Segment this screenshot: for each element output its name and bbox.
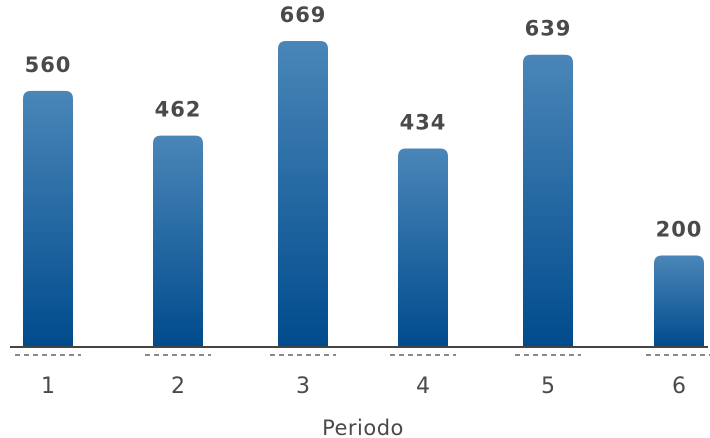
bars-layer <box>23 41 704 347</box>
bar-4 <box>398 148 448 347</box>
tick-label-5: 5 <box>541 374 555 399</box>
tick-label-2: 2 <box>171 374 185 399</box>
value-label-6: 200 <box>656 218 703 242</box>
bar-5 <box>523 54 573 347</box>
x-ticks-layer: 1 2 3 4 5 6 <box>15 354 710 399</box>
x-axis-title: Periodo <box>322 416 404 438</box>
value-label-4: 434 <box>400 110 447 134</box>
tick-label-4: 4 <box>416 374 430 399</box>
bar-6 <box>654 255 704 347</box>
value-label-2: 462 <box>155 98 202 122</box>
value-labels-layer: 560 462 669 434 639 200 <box>25 3 703 242</box>
bar-3 <box>278 41 328 347</box>
bar-1 <box>23 90 73 347</box>
value-label-3: 669 <box>280 3 327 27</box>
tick-label-1: 1 <box>41 374 55 399</box>
tick-label-3: 3 <box>296 374 310 399</box>
value-label-5: 639 <box>525 17 572 41</box>
value-label-1: 560 <box>25 53 72 77</box>
tick-label-6: 6 <box>672 374 686 399</box>
bar-2 <box>153 135 203 347</box>
